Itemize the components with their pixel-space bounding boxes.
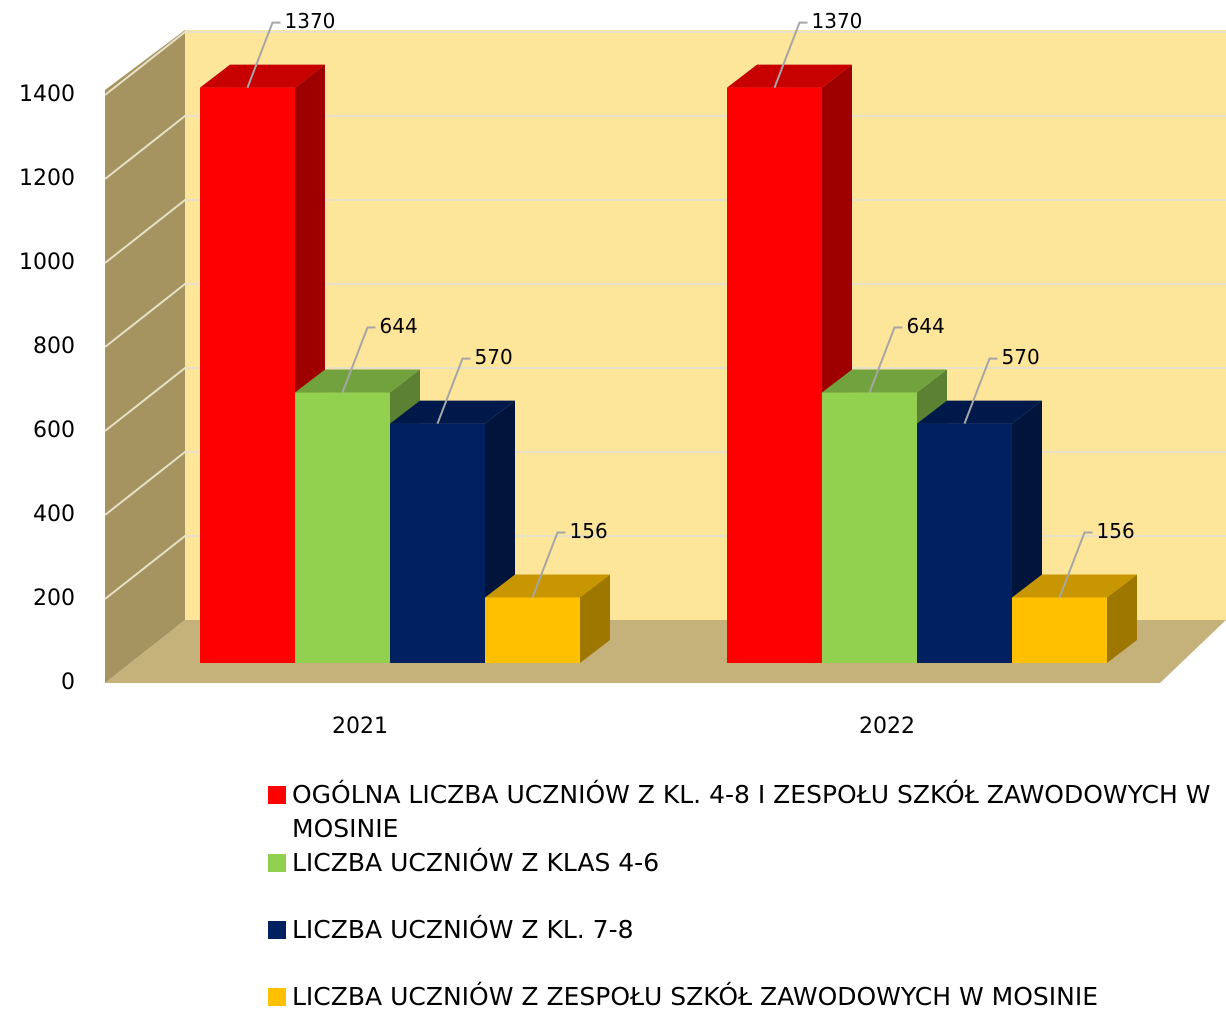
legend: OGÓLNA LICZBA UCZNIÓW Z KL. 4-8 I ZESPOŁ… xyxy=(268,778,1218,1014)
bar xyxy=(1012,597,1107,663)
legend-swatch xyxy=(268,786,286,804)
legend-label: LICZBA UCZNIÓW Z ZESPOŁU SZKÓŁ ZAWODOWYC… xyxy=(292,982,1099,1011)
leader-line xyxy=(531,531,566,598)
y-tick-label: 600 xyxy=(33,418,75,443)
chart: 0 200 400 600 800 1000 1200 1400 2021 1370 644 570 1… xyxy=(19,9,1226,739)
data-label: 156 xyxy=(570,519,608,543)
grid-line xyxy=(104,31,1226,96)
bar xyxy=(485,597,580,663)
legend-item: LICZBA UCZNIÓW Z KL. 7-8 xyxy=(268,913,1218,947)
x-tick-label: 2022 xyxy=(859,714,915,739)
grid-line xyxy=(104,115,1226,180)
bar-side xyxy=(1107,574,1137,663)
y-tick-label: 1000 xyxy=(19,250,75,275)
legend-item: LICZBA UCZNIÓW Z ZESPOŁU SZKÓŁ ZAWODOWYC… xyxy=(268,980,1218,1014)
bar xyxy=(390,423,485,663)
legend-label: LICZBA UCZNIÓW Z KLAS 4-6 xyxy=(292,848,660,877)
data-label: 644 xyxy=(907,314,945,338)
bar-top xyxy=(822,369,947,393)
y-tick-label: 800 xyxy=(33,334,75,359)
bar-top xyxy=(200,64,325,88)
leader-line xyxy=(1058,531,1093,598)
x-tick-label: 2021 xyxy=(332,714,388,739)
bar-top xyxy=(295,369,420,393)
legend-item: OGÓLNA LICZBA UCZNIÓW Z KL. 4-8 I ZESPOŁ… xyxy=(268,778,1218,846)
side-wall xyxy=(105,30,185,683)
y-tick-label: 1400 xyxy=(19,82,75,107)
leader-line xyxy=(341,326,376,393)
leader-line xyxy=(963,357,998,424)
bar xyxy=(727,87,822,664)
grid-line xyxy=(104,199,1226,264)
data-label: 570 xyxy=(475,345,513,369)
data-label: 156 xyxy=(1097,519,1135,543)
y-tick-label: 400 xyxy=(33,502,75,527)
bar-top xyxy=(485,574,610,598)
legend-label: LICZBA UCZNIÓW Z KL. 7-8 xyxy=(292,915,634,944)
y-tick-label: 0 xyxy=(61,670,75,695)
bar-top xyxy=(390,400,515,424)
bar-top xyxy=(917,400,1042,424)
bar xyxy=(295,392,390,663)
leader-line xyxy=(868,326,903,393)
legend-swatch xyxy=(268,854,286,872)
bar xyxy=(200,87,295,664)
y-tick-label: 1200 xyxy=(19,166,75,191)
data-label: 1370 xyxy=(812,9,863,33)
data-label: 570 xyxy=(1002,345,1040,369)
leader-line xyxy=(246,21,281,88)
bar xyxy=(917,423,1012,663)
legend-swatch xyxy=(268,921,286,939)
bar-top xyxy=(1012,574,1137,598)
bar xyxy=(822,392,917,663)
bar-top xyxy=(727,64,852,88)
legend-item: LICZBA UCZNIÓW Z KLAS 4-6 xyxy=(268,846,1218,880)
leader-line xyxy=(773,21,808,88)
data-label: 1370 xyxy=(285,9,336,33)
data-label: 644 xyxy=(380,314,418,338)
legend-swatch xyxy=(268,988,286,1006)
bar-side xyxy=(580,574,610,663)
legend-label: OGÓLNA LICZBA UCZNIÓW Z KL. 4-8 I ZESPOŁ… xyxy=(292,780,1211,843)
grid-line xyxy=(104,283,1226,348)
y-tick-label: 200 xyxy=(33,586,75,611)
leader-line xyxy=(436,357,471,424)
